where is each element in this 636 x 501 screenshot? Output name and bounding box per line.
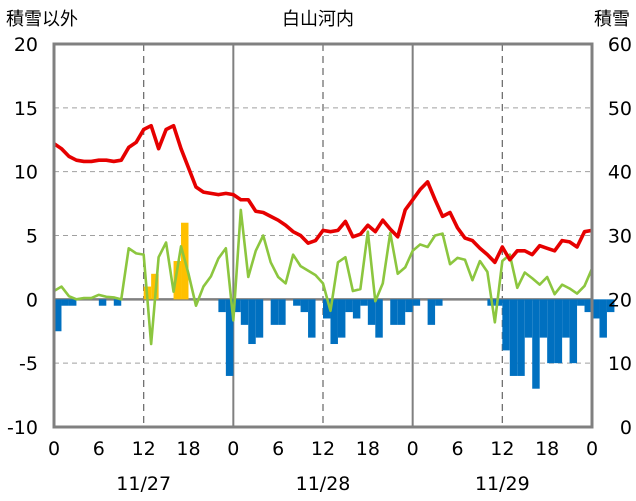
precipitation-bar — [233, 299, 241, 313]
precipitation-bar — [240, 299, 249, 325]
precipitation-bar — [255, 299, 264, 338]
precipitation-bar — [397, 299, 406, 325]
left-tick-label: -10 — [7, 417, 38, 439]
plot-frame — [52, 42, 594, 429]
precipitation-bar — [98, 299, 107, 306]
x-tick-label: 0 — [586, 438, 598, 460]
x-tick-label: 6 — [272, 438, 284, 460]
precipitation-bar — [405, 299, 413, 313]
precipitation-bar — [502, 299, 510, 351]
precipitation-bars — [54, 222, 615, 389]
left-tick-label: 10 — [14, 162, 38, 184]
precipitation-bar — [562, 299, 570, 338]
precipitation-bar — [54, 299, 62, 332]
x-tick-label: 12 — [311, 438, 335, 460]
left-tick-label: 15 — [14, 98, 38, 120]
x-tick-label: 0 — [227, 438, 239, 460]
precipitation-bar — [270, 299, 279, 325]
date-label: 11/27 — [116, 473, 171, 495]
date-label: 11/29 — [475, 473, 530, 495]
precipitation-bar — [323, 299, 331, 319]
right-tick-label: 30 — [608, 226, 632, 248]
left-tick-label: 5 — [26, 226, 38, 248]
right-axis-label: 積雪 — [594, 9, 630, 30]
chart-title: 白山河内 — [282, 9, 354, 30]
precipitation-bar — [539, 299, 548, 338]
right-tick-label: 40 — [608, 162, 632, 184]
precipitation-bar — [308, 299, 316, 338]
precipitation-bar — [61, 299, 69, 306]
precipitation-bar — [569, 299, 578, 364]
precipitation-bar — [352, 299, 361, 319]
x-tick-label: 12 — [490, 438, 514, 460]
precipitation-bar — [412, 299, 421, 306]
precipitation-bar — [278, 299, 286, 325]
precipitation-bar — [345, 299, 353, 313]
precipitation-bar — [218, 299, 226, 313]
precipitation-bar — [113, 299, 122, 306]
precipitation-bar — [494, 299, 503, 306]
precipitation-bar — [599, 299, 607, 338]
precipitation-bar — [330, 299, 338, 345]
precipitation-bar — [293, 299, 301, 306]
right-tick-label: 60 — [608, 34, 632, 56]
series-lines — [52, 123, 594, 346]
precipitation-bar — [300, 299, 309, 313]
plot-border — [52, 42, 594, 429]
x-tick-label: 6 — [451, 438, 463, 460]
right-tick-label: 10 — [608, 353, 632, 375]
precipitation-bar — [225, 299, 234, 376]
precipitation-bar — [577, 299, 585, 306]
x-tick-label: 18 — [176, 438, 200, 460]
precipitation-bar — [584, 299, 592, 313]
precipitation-bar — [248, 299, 256, 345]
right-tick-label: 20 — [608, 289, 632, 311]
precipitation-bar — [337, 299, 346, 338]
precipitation-bar — [592, 299, 600, 319]
left-axis-label: 積雪以外 — [6, 9, 78, 30]
precipitation-bar — [554, 299, 563, 364]
axis-labels: 積雪以外 白山河内 積雪 -10-50510152001020304050600… — [6, 9, 632, 495]
x-tick-label: 18 — [535, 438, 559, 460]
right-tick-label: 0 — [620, 417, 632, 439]
left-tick-label: 20 — [14, 34, 38, 56]
right-tick-label: 50 — [608, 98, 632, 120]
x-tick-label: 0 — [48, 438, 60, 460]
precipitation-bar — [173, 261, 182, 300]
precipitation-bar — [367, 299, 376, 325]
precipitation-bar — [435, 299, 443, 306]
precipitation-bar — [606, 299, 615, 313]
left-tick-label: -5 — [19, 353, 38, 375]
x-tick-label: 6 — [93, 438, 105, 460]
precipitation-bar — [547, 299, 555, 364]
left-tick-label: 0 — [26, 289, 38, 311]
precipitation-bar — [532, 299, 540, 389]
date-label: 11/28 — [296, 473, 351, 495]
x-tick-label: 18 — [356, 438, 380, 460]
precipitation-bar — [375, 299, 383, 338]
precipitation-bar — [68, 299, 77, 306]
precipitation-bar — [427, 299, 436, 325]
snow-depth-line — [53, 208, 594, 346]
precipitation-bar — [517, 299, 525, 376]
x-tick-label: 0 — [407, 438, 419, 460]
precipitation-bar — [360, 299, 368, 306]
temperature-line — [52, 123, 593, 265]
precipitation-bar — [390, 299, 398, 325]
x-tick-label: 12 — [132, 438, 156, 460]
precipitation-bar — [509, 299, 518, 376]
precipitation-bar — [524, 299, 533, 338]
